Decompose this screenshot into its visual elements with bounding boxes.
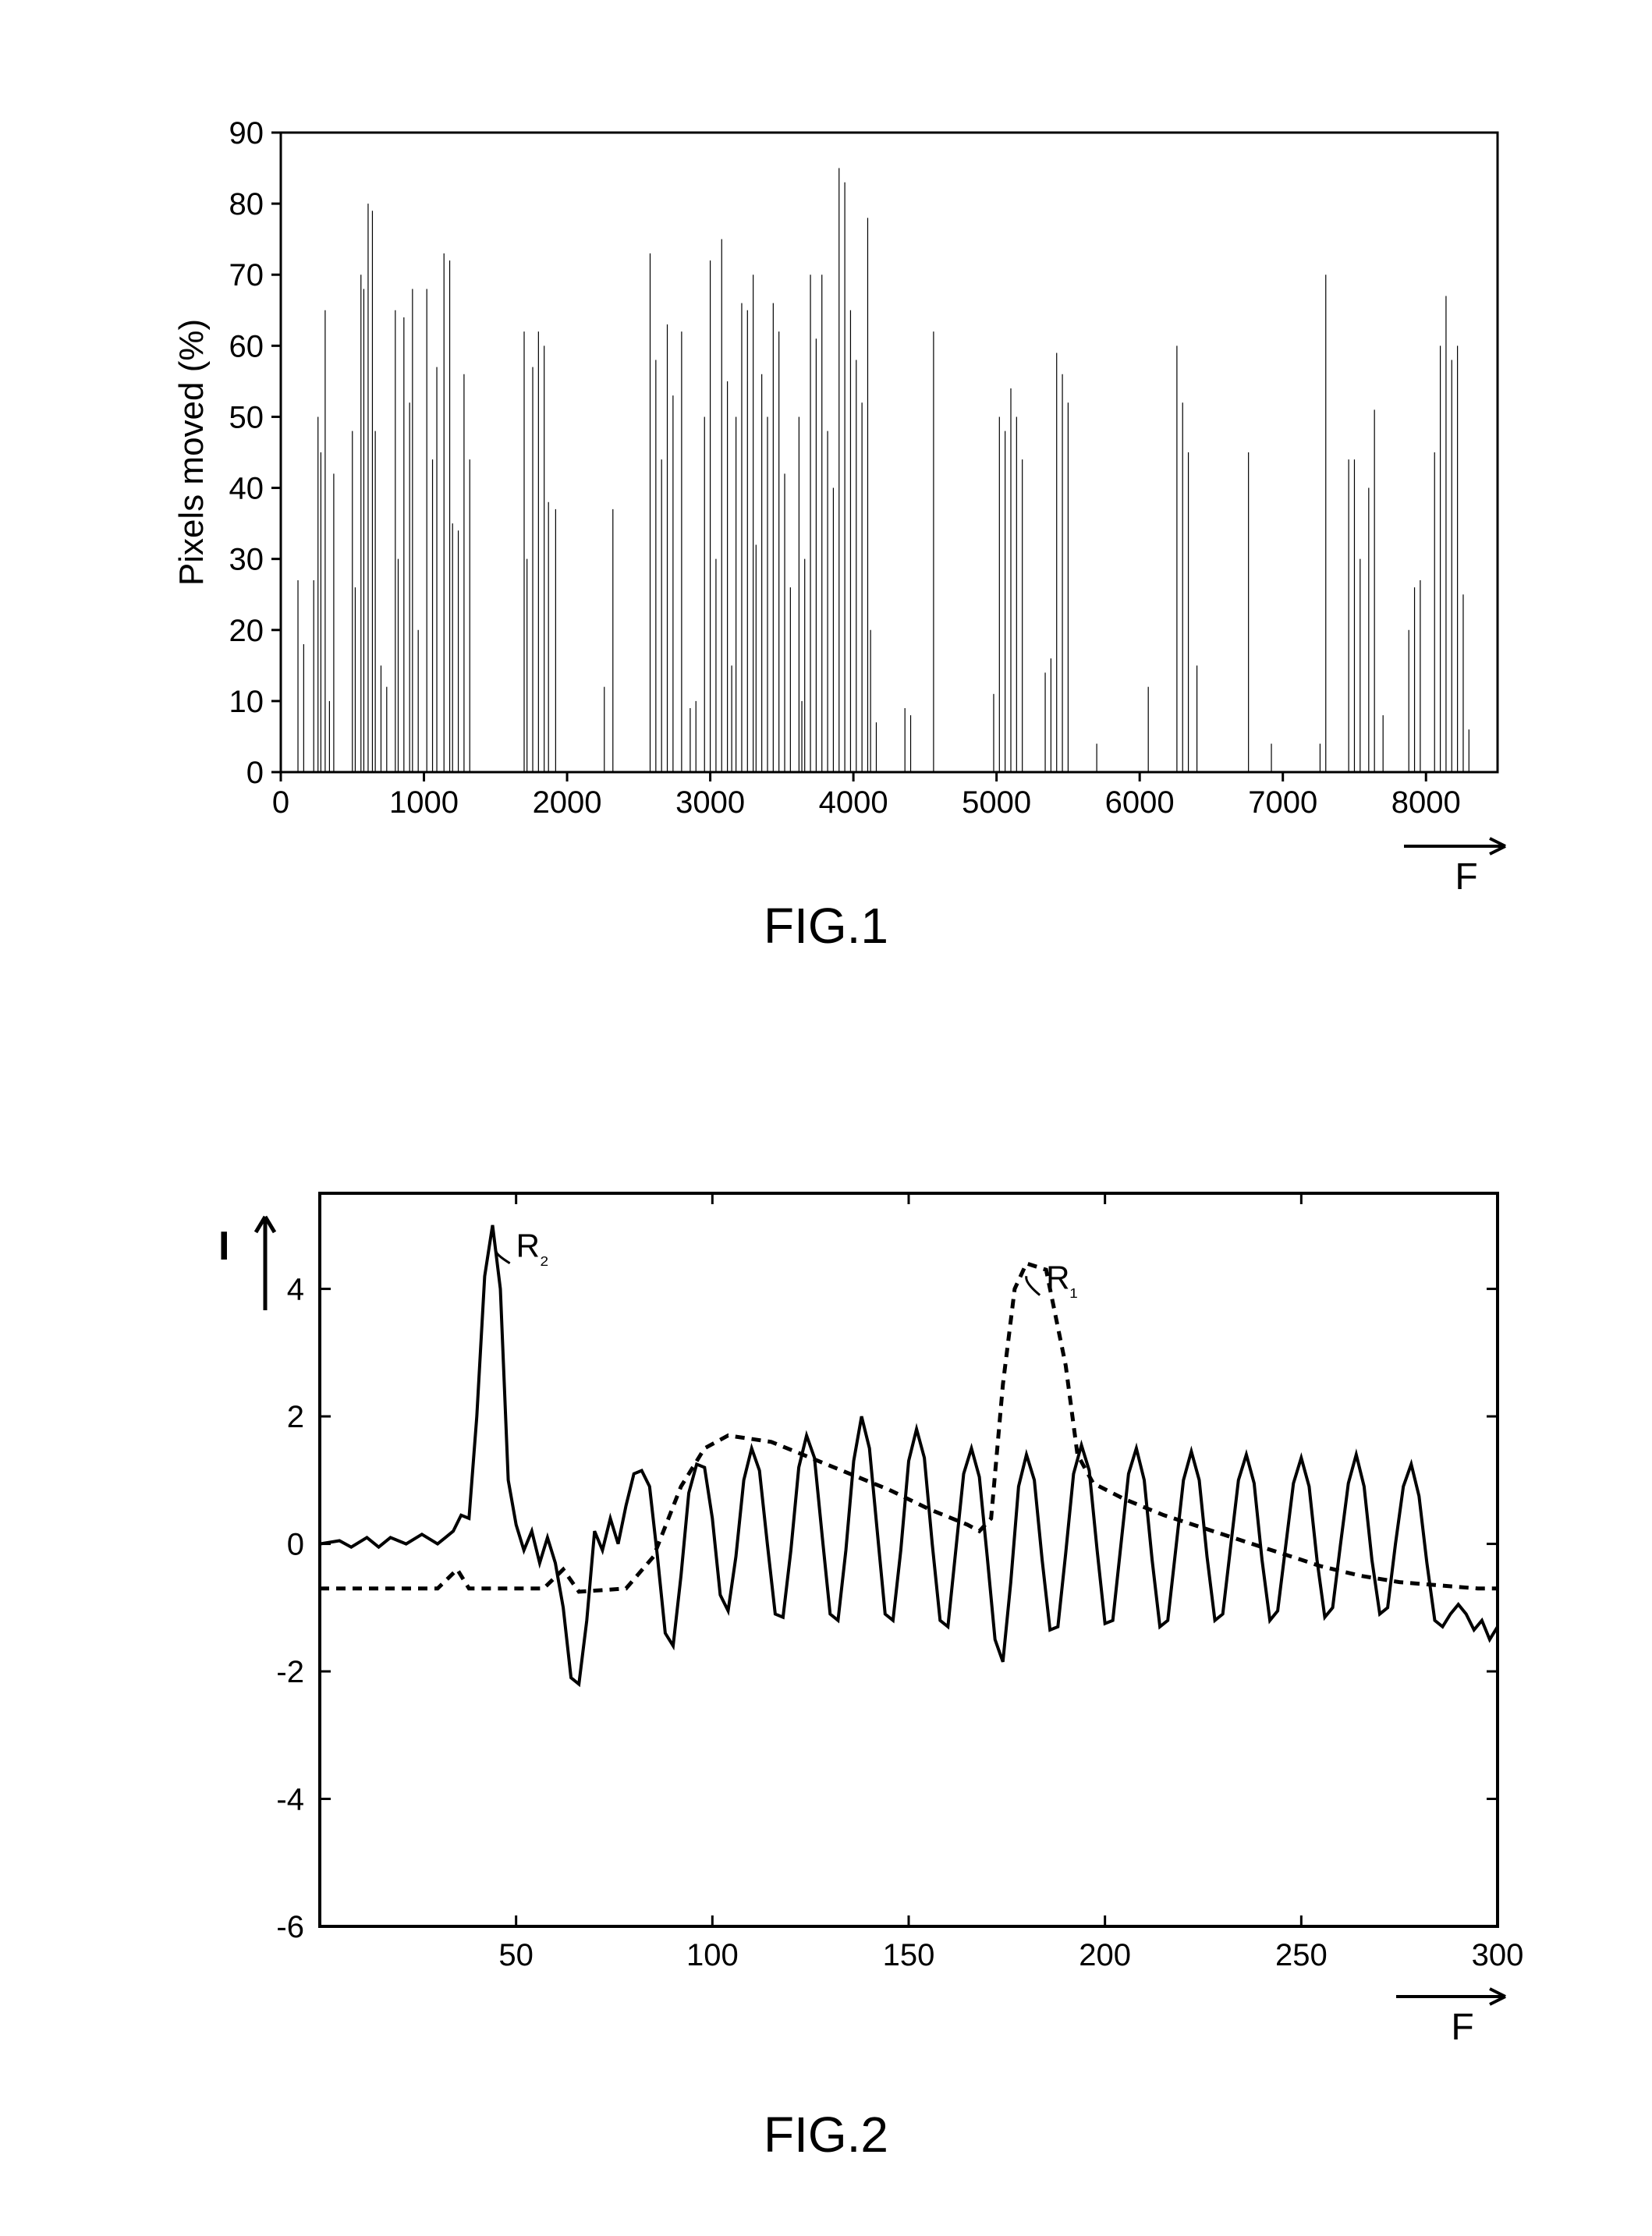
svg-text:1000: 1000 — [389, 785, 459, 820]
svg-text:7000: 7000 — [1248, 785, 1317, 820]
svg-text:0: 0 — [287, 1528, 304, 1562]
svg-text:70: 70 — [229, 258, 264, 292]
svg-text:300: 300 — [1472, 1938, 1524, 1972]
svg-text:0: 0 — [272, 785, 289, 820]
svg-text:3000: 3000 — [675, 785, 745, 820]
svg-text:50: 50 — [498, 1938, 534, 1972]
fig1-x-ticks: 0 1000 2000 3000 4000 5000 6000 7000 8000 — [272, 772, 1461, 820]
fig1-x-arrow: F — [1404, 838, 1505, 898]
figure-1-title: FIG.1 — [764, 897, 888, 955]
fig2-y-arrow: I — [218, 1217, 275, 1310]
svg-text:2: 2 — [287, 1400, 304, 1434]
figure-1-chart: 0 10 20 30 40 50 60 70 80 90 0 1000 2000 3000 4000 500… — [0, 0, 1652, 983]
svg-text:R₁: R₁ — [1046, 1260, 1077, 1302]
svg-text:5000: 5000 — [962, 785, 1031, 820]
svg-text:8000: 8000 — [1391, 785, 1461, 820]
fig1-y-ticks: 0 10 20 30 40 50 60 70 80 90 — [229, 116, 282, 790]
svg-text:4: 4 — [287, 1273, 304, 1307]
svg-text:150: 150 — [883, 1938, 935, 1972]
fig2-line-R1 — [320, 1263, 1498, 1592]
page-root: 0102030405060708090 01000200030004000500… — [0, 0, 1652, 2236]
fig2-line-R2 — [320, 1225, 1498, 1684]
svg-text:50: 50 — [229, 400, 264, 434]
svg-text:250: 250 — [1275, 1938, 1328, 1972]
svg-text:80: 80 — [229, 187, 264, 221]
fig2-series-labels: R₂ R₁ — [496, 1228, 1077, 1302]
fig1-y-axis-label: Pixels moved (%) — [172, 319, 211, 586]
svg-text:-4: -4 — [276, 1783, 304, 1817]
svg-text:100: 100 — [686, 1938, 739, 1972]
svg-text:6000: 6000 — [1105, 785, 1175, 820]
svg-text:20: 20 — [229, 614, 264, 648]
fig2-y-ticks: -6 -4 -2 0 2 4 — [276, 1273, 1498, 1944]
svg-text:90: 90 — [229, 116, 264, 151]
figure-2-chart: -6 -4 -2 0 2 4 50 100 150 200 250 300 R₂ R₁ I F — [0, 1076, 1652, 2168]
svg-text:10: 10 — [229, 685, 264, 719]
svg-text:I: I — [218, 1224, 229, 1269]
svg-text:F: F — [1455, 856, 1477, 898]
svg-text:40: 40 — [229, 472, 264, 506]
svg-text:30: 30 — [229, 543, 264, 577]
fig2-plot-box — [320, 1193, 1498, 1926]
svg-text:2000: 2000 — [533, 785, 602, 820]
svg-text:-2: -2 — [276, 1655, 304, 1689]
figure-2-title: FIG.2 — [764, 2106, 888, 2163]
fig1-data-spikes — [298, 168, 1469, 772]
fig1-plot-box — [281, 133, 1498, 772]
svg-text:4000: 4000 — [819, 785, 888, 820]
svg-text:R₂: R₂ — [516, 1228, 549, 1270]
fig2-x-arrow: F — [1396, 1989, 1505, 2048]
svg-text:F: F — [1451, 2007, 1473, 2048]
svg-text:-6: -6 — [276, 1910, 304, 1944]
svg-text:200: 200 — [1079, 1938, 1131, 1972]
svg-text:60: 60 — [229, 329, 264, 363]
svg-text:0: 0 — [246, 756, 264, 790]
